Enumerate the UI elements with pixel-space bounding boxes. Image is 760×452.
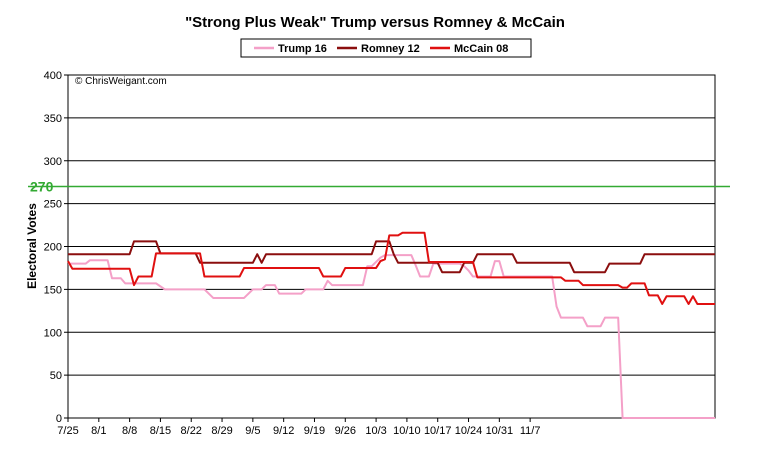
y-tick-label: 400 bbox=[44, 70, 62, 82]
legend-label: Trump 16 bbox=[278, 43, 327, 55]
series-line-mccain-08 bbox=[67, 231, 715, 305]
chart-title: "Strong Plus Weak" Trump versus Romney &… bbox=[185, 14, 565, 31]
y-tick-label: 0 bbox=[56, 413, 62, 425]
x-tick-label: 7/25 bbox=[57, 425, 78, 437]
legend-label: Romney 12 bbox=[361, 43, 420, 55]
legend: Trump 16 Romney 12 McCain 08 bbox=[240, 38, 532, 58]
x-tick-label: 8/22 bbox=[181, 425, 202, 437]
x-tick-label: 8/1 bbox=[91, 425, 106, 437]
x-tick-label: 10/31 bbox=[486, 425, 514, 437]
x-tick-label: 8/15 bbox=[150, 425, 171, 437]
x-tick-label: 11/7 bbox=[520, 425, 541, 437]
x-tick-label: 10/24 bbox=[455, 425, 483, 437]
x-tick-label: 9/19 bbox=[304, 425, 325, 437]
x-tick-label: 8/29 bbox=[211, 425, 232, 437]
y-tick-label: 50 bbox=[50, 370, 62, 382]
x-tick-label: 10/17 bbox=[424, 425, 452, 437]
y-tick-label: 250 bbox=[44, 199, 62, 211]
y-tick-label: 200 bbox=[44, 242, 62, 254]
legend-box bbox=[240, 38, 532, 58]
y-tick-label: 350 bbox=[44, 113, 62, 125]
series-line-trump-16 bbox=[68, 254, 715, 419]
y-tick-label: 150 bbox=[44, 284, 62, 296]
x-tick-label: 9/5 bbox=[245, 425, 260, 437]
series-line-romney-12 bbox=[68, 240, 715, 274]
x-tick-label: 8/8 bbox=[122, 425, 137, 437]
plot-frame bbox=[67, 74, 716, 419]
x-tick-label: 9/26 bbox=[335, 425, 356, 437]
copyright-note: © ChrisWeigant.com bbox=[75, 76, 167, 87]
x-tick-label: 9/12 bbox=[273, 425, 294, 437]
y-axis-label: Electoral Votes bbox=[25, 203, 39, 289]
y-tick-label: 100 bbox=[44, 327, 62, 339]
y-tick-label: 300 bbox=[44, 156, 62, 168]
x-tick-label: 10/10 bbox=[393, 425, 421, 437]
reference-line-label: 270 bbox=[30, 178, 54, 194]
legend-label: McCain 08 bbox=[454, 43, 508, 55]
x-tick-label: 10/3 bbox=[365, 425, 386, 437]
